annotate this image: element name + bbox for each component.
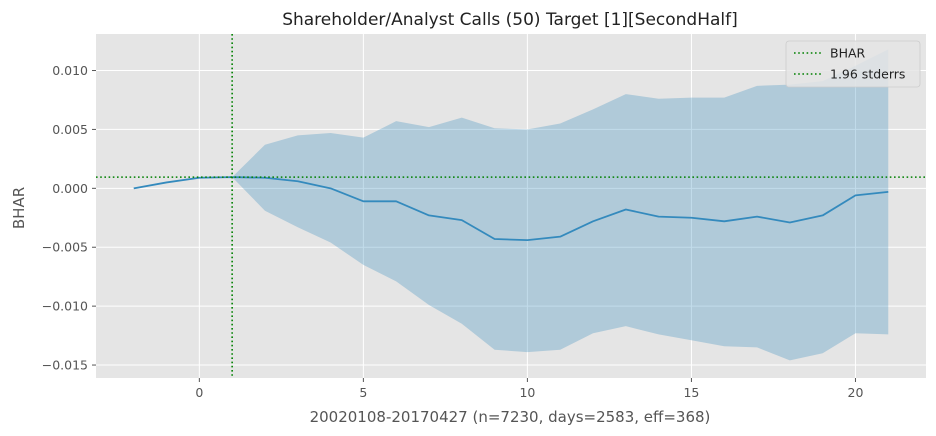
- y-tick-label: −0.010: [42, 299, 88, 314]
- y-tick-label: −0.015: [42, 358, 88, 373]
- bhar-series-line: [133, 176, 889, 242]
- x-axis-ticks: 0 5 10 15 20: [195, 378, 863, 400]
- plot-background: [96, 34, 926, 378]
- x-tick-label: 0: [195, 385, 203, 400]
- x-tick-label: 10: [519, 385, 535, 400]
- chart-title: Shareholder/Analyst Calls (50) Target [1…: [282, 10, 738, 30]
- legend-label: 1.96 stderrs: [830, 67, 905, 82]
- y-axis-label: BHAR: [10, 187, 28, 229]
- confidence-band-area: [232, 49, 889, 361]
- y-tick-label: 0.010: [52, 63, 88, 78]
- reference-lines: [96, 34, 926, 378]
- x-tick-label: 20: [848, 385, 864, 400]
- y-tick-label: −0.005: [42, 240, 88, 255]
- x-axis-label: 20020108-20170427 (n=7230, days=2583, ef…: [310, 408, 711, 426]
- legend: BHAR 1.96 stderrs: [785, 40, 921, 88]
- x-tick-label: 5: [359, 385, 367, 400]
- confidence-band: [232, 49, 889, 361]
- series-lines: [133, 176, 889, 242]
- y-tick-label: 0.005: [52, 122, 88, 137]
- legend-label: BHAR: [830, 46, 866, 61]
- x-tick-label: 15: [683, 385, 699, 400]
- y-tick-label: 0.000: [52, 181, 88, 196]
- y-axis-ticks: −0.015 −0.010 −0.005 0.000 0.005 0.010: [42, 63, 96, 373]
